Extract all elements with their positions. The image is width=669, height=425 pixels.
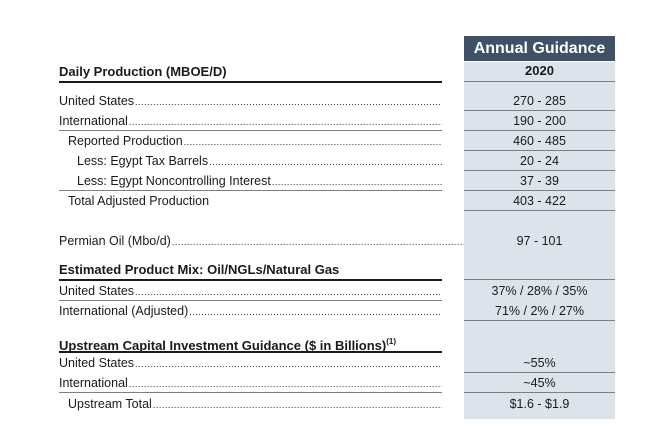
column-rule — [464, 150, 615, 151]
guidance-column-background — [464, 62, 615, 419]
row-value: 270 - 285 — [513, 94, 566, 108]
table-row: International ..........................… — [59, 374, 615, 392]
column-year: 2020 — [525, 63, 554, 78]
table-row: Permian Oil (Mbo/d) ....................… — [59, 232, 615, 250]
row-label: Less: Egypt Noncontrolling Interest — [77, 174, 271, 188]
column-rule — [464, 372, 615, 373]
row-rule — [59, 300, 442, 301]
column-rule — [464, 392, 615, 393]
dot-leader: ........................................… — [135, 287, 442, 297]
row-value: 460 - 485 — [513, 134, 566, 148]
column-header: Annual Guidance — [464, 36, 615, 61]
dot-leader: ........................................… — [128, 117, 442, 127]
row-value: $1.6 - $1.9 — [509, 397, 570, 411]
dot-leader: ........................................… — [135, 97, 442, 107]
column-rule — [464, 110, 615, 111]
row-value: ~45% — [523, 376, 556, 390]
dot-leader: ........................................… — [128, 379, 442, 389]
column-rule — [464, 210, 615, 211]
section-rule — [59, 81, 442, 83]
row-value: 20 - 24 — [520, 154, 559, 168]
dot-leader: ........................................… — [183, 137, 442, 147]
dot-leader: ........................................… — [135, 359, 442, 369]
row-rule — [59, 130, 442, 131]
row-label: Permian Oil (Mbo/d) — [59, 234, 171, 248]
section-rule — [59, 279, 442, 281]
row-label: Upstream Total — [68, 397, 152, 411]
row-rule — [59, 392, 442, 393]
table-row: Reported Production ....................… — [59, 132, 615, 150]
table-row: International ..........................… — [59, 112, 615, 130]
table-row: International (Adjusted) ...............… — [59, 302, 615, 320]
row-label: International — [59, 114, 128, 128]
table-row: United States ..........................… — [59, 92, 615, 110]
section-rule — [59, 351, 442, 353]
row-label: United States — [59, 94, 135, 108]
table-row: Less: Egypt Noncontrolling Interest ....… — [59, 172, 615, 190]
row-label: International (Adjusted) — [59, 304, 189, 318]
row-label: Reported Production — [68, 134, 183, 148]
dot-leader: ........................................… — [189, 307, 442, 317]
column-rule — [464, 320, 615, 321]
row-value: 403 - 422 — [513, 194, 566, 208]
section-title-product-mix: Estimated Product Mix: Oil/NGLs/Natural … — [59, 262, 340, 277]
dot-leader: ........................................… — [271, 177, 442, 187]
column-rule — [464, 130, 615, 131]
row-label: Total Adjusted Production — [68, 194, 210, 208]
row-rule — [59, 190, 442, 191]
column-rule — [464, 190, 615, 191]
table-row: United States ..........................… — [59, 354, 615, 372]
table-row: Upstream Total .........................… — [59, 395, 615, 413]
row-value: ~55% — [523, 356, 556, 370]
row-value: 97 - 101 — [516, 234, 563, 248]
dot-leader: ........................................… — [209, 157, 442, 167]
table-row: Total Adjusted Production 403 - 422 — [59, 192, 615, 210]
row-label: United States — [59, 356, 135, 370]
row-value: 71% / 2% / 27% — [495, 304, 584, 318]
table-row: United States ..........................… — [59, 282, 615, 300]
dot-leader: ........................................… — [152, 400, 442, 410]
row-value: 37% / 28% / 35% — [491, 284, 588, 298]
column-rule — [464, 279, 615, 280]
row-label: Less: Egypt Tax Barrels — [77, 154, 209, 168]
dot-leader: ........................................… — [171, 237, 464, 247]
table-row: Less: Egypt Tax Barrels ................… — [59, 152, 615, 170]
row-value: 37 - 39 — [520, 174, 559, 188]
column-rule — [464, 81, 615, 82]
row-label: International — [59, 376, 128, 390]
section-title-capex: Upstream Capital Investment Guidance ($ … — [59, 337, 397, 353]
footnote-marker: (1) — [386, 337, 397, 346]
row-label: United States — [59, 284, 135, 298]
section-title-daily-production: Daily Production (MBOE/D) — [59, 64, 227, 79]
column-rule — [464, 170, 615, 171]
row-value: 190 - 200 — [513, 114, 566, 128]
